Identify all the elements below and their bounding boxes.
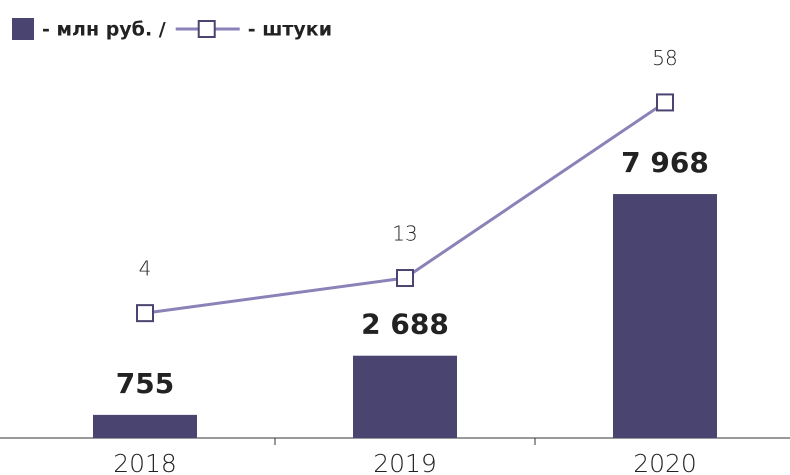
line-marker [396,269,414,288]
bar [613,194,717,438]
bar-value-label: 2 688 [361,308,449,341]
line-value-label: 13 [392,222,417,246]
line-marker [656,93,674,112]
legend-swatch [12,18,34,40]
legend-marker [197,20,216,38]
bar-value-label: 7 968 [621,146,709,179]
line-marker [136,304,154,323]
x-tick-label: 2020 [633,449,697,475]
legend-label: - штуки [248,19,332,41]
line-value-label: 4 [139,257,152,281]
bar [353,355,457,438]
x-tick-label: 2019 [373,449,437,475]
legend-label: - млн руб. / [42,19,166,41]
x-tick-label: 2018 [113,449,177,475]
line-value-label: 58 [652,46,677,70]
bar [93,414,197,438]
bar-value-label: 755 [116,367,174,400]
